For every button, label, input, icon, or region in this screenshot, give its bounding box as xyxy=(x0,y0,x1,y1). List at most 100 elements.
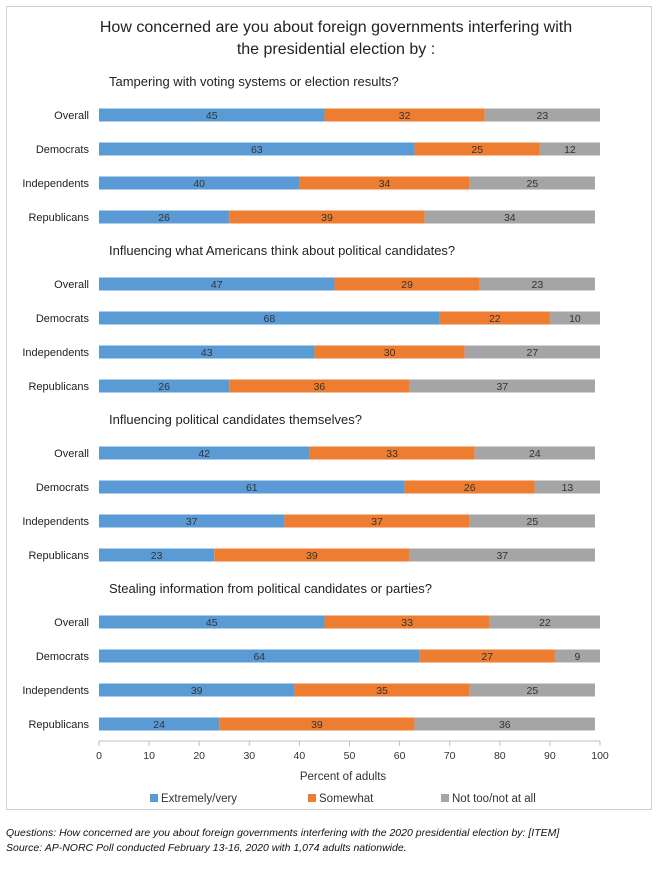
bar-segment xyxy=(99,683,295,697)
bar-value-label: 36 xyxy=(499,719,511,731)
row-label: Democrats xyxy=(36,313,90,325)
bar-segment xyxy=(409,548,595,562)
bar-value-label: 63 xyxy=(251,144,263,156)
chart-title-line-1: How concerned are you about foreign gove… xyxy=(100,19,572,36)
bar-segment xyxy=(99,108,325,122)
bar-value-label: 27 xyxy=(481,651,493,663)
bar-segment xyxy=(99,548,215,562)
bar-value-label: 37 xyxy=(496,381,508,393)
bar-segment xyxy=(334,277,480,291)
bar-segment xyxy=(414,142,540,156)
x-axis-title: Percent of adults xyxy=(300,771,387,783)
bar-value-label: 37 xyxy=(371,516,383,528)
bar-value-label: 25 xyxy=(527,685,539,697)
bar-value-label: 42 xyxy=(198,448,210,460)
bar-segment xyxy=(324,108,485,122)
bar-segment xyxy=(219,717,415,731)
legend-swatch xyxy=(150,794,158,802)
bar-value-label: 30 xyxy=(384,347,396,359)
bar-segment xyxy=(229,379,410,393)
bar-segment xyxy=(299,176,470,190)
bar-segment xyxy=(489,615,600,629)
legend-swatch xyxy=(441,794,449,802)
bar-value-label: 33 xyxy=(386,448,398,460)
legend-label: Somewhat xyxy=(319,793,374,805)
x-tick-label: 30 xyxy=(243,750,255,762)
bar-value-label: 23 xyxy=(151,550,163,562)
legend-label: Not too/not at all xyxy=(452,793,536,805)
bar-segment xyxy=(99,176,300,190)
bar-value-label: 26 xyxy=(464,482,476,494)
bar-value-label: 22 xyxy=(489,313,501,325)
bar-value-label: 40 xyxy=(193,178,205,190)
bar-value-label: 10 xyxy=(569,313,581,325)
bar-value-label: 39 xyxy=(306,550,318,562)
bar-value-label: 22 xyxy=(539,617,551,629)
bar-value-label: 25 xyxy=(527,178,539,190)
footnotes: Questions: How concerned are you about f… xyxy=(6,826,656,856)
bar-segment xyxy=(99,615,325,629)
bar-segment xyxy=(314,345,465,359)
bar-value-label: 32 xyxy=(399,110,411,122)
bar-value-label: 37 xyxy=(186,516,198,528)
x-tick-label: 0 xyxy=(96,750,102,762)
bar-segment xyxy=(324,615,490,629)
bar-segment xyxy=(469,514,595,528)
bar-value-label: 26 xyxy=(158,381,170,393)
bar-segment xyxy=(229,210,425,224)
x-tick-label: 40 xyxy=(294,750,306,762)
row-label: Overall xyxy=(54,279,89,291)
group-title-1: Tampering with voting systems or electio… xyxy=(109,74,399,89)
bar-segment xyxy=(99,277,335,291)
bar-segment xyxy=(539,142,600,156)
chart-title-line-2: the presidential election by : xyxy=(237,41,435,58)
row-label: Independents xyxy=(22,347,89,359)
row-label: Republicans xyxy=(28,381,89,393)
bar-segment xyxy=(549,311,600,325)
row-label: Democrats xyxy=(36,651,90,663)
x-tick-label: 20 xyxy=(193,750,205,762)
row-label: Independents xyxy=(22,178,89,190)
bar-segment xyxy=(439,311,550,325)
x-tick-label: 50 xyxy=(344,750,356,762)
bar-value-label: 34 xyxy=(504,212,516,224)
bar-value-label: 64 xyxy=(253,651,265,663)
group-title-4: Stealing information from political cand… xyxy=(109,581,432,596)
chart-frame: How concerned are you about foreign gove… xyxy=(6,6,652,810)
bar-segment xyxy=(99,142,415,156)
bar-segment xyxy=(99,379,230,393)
bar-segment xyxy=(99,446,310,460)
x-tick-label: 90 xyxy=(544,750,556,762)
legend-label: Extremely/very xyxy=(161,793,237,805)
bar-value-label: 29 xyxy=(401,279,413,291)
legend-swatch xyxy=(308,794,316,802)
bar-segment xyxy=(554,649,600,663)
bar-value-label: 35 xyxy=(376,685,388,697)
bar-segment xyxy=(469,683,595,697)
bar-segment xyxy=(419,649,555,663)
x-tick-label: 80 xyxy=(494,750,506,762)
bar-value-label: 39 xyxy=(311,719,323,731)
row-label: Republicans xyxy=(28,212,89,224)
source-footnote: Source: AP-NORC Poll conducted February … xyxy=(6,842,407,854)
bar-segment xyxy=(424,210,595,224)
questions-footnote: Questions: How concerned are you about f… xyxy=(6,827,560,839)
bar-value-label: 68 xyxy=(263,313,275,325)
bar-value-label: 61 xyxy=(246,482,258,494)
bar-segment xyxy=(284,514,470,528)
bar-value-label: 25 xyxy=(471,144,483,156)
bar-value-label: 39 xyxy=(191,685,203,697)
bar-value-label: 39 xyxy=(321,212,333,224)
stacked-bar-chart: How concerned are you about foreign gove… xyxy=(22,19,609,805)
row-label: Overall xyxy=(54,448,89,460)
bar-value-label: 45 xyxy=(206,110,218,122)
bar-value-label: 23 xyxy=(532,279,544,291)
bar-value-label: 24 xyxy=(153,719,165,731)
bar-value-label: 36 xyxy=(314,381,326,393)
group-title-3: Influencing political candidates themsel… xyxy=(109,412,362,427)
bar-segment xyxy=(99,345,315,359)
bar-value-label: 13 xyxy=(562,482,574,494)
bar-value-label: 25 xyxy=(527,516,539,528)
x-tick-label: 60 xyxy=(394,750,406,762)
bar-value-label: 27 xyxy=(527,347,539,359)
